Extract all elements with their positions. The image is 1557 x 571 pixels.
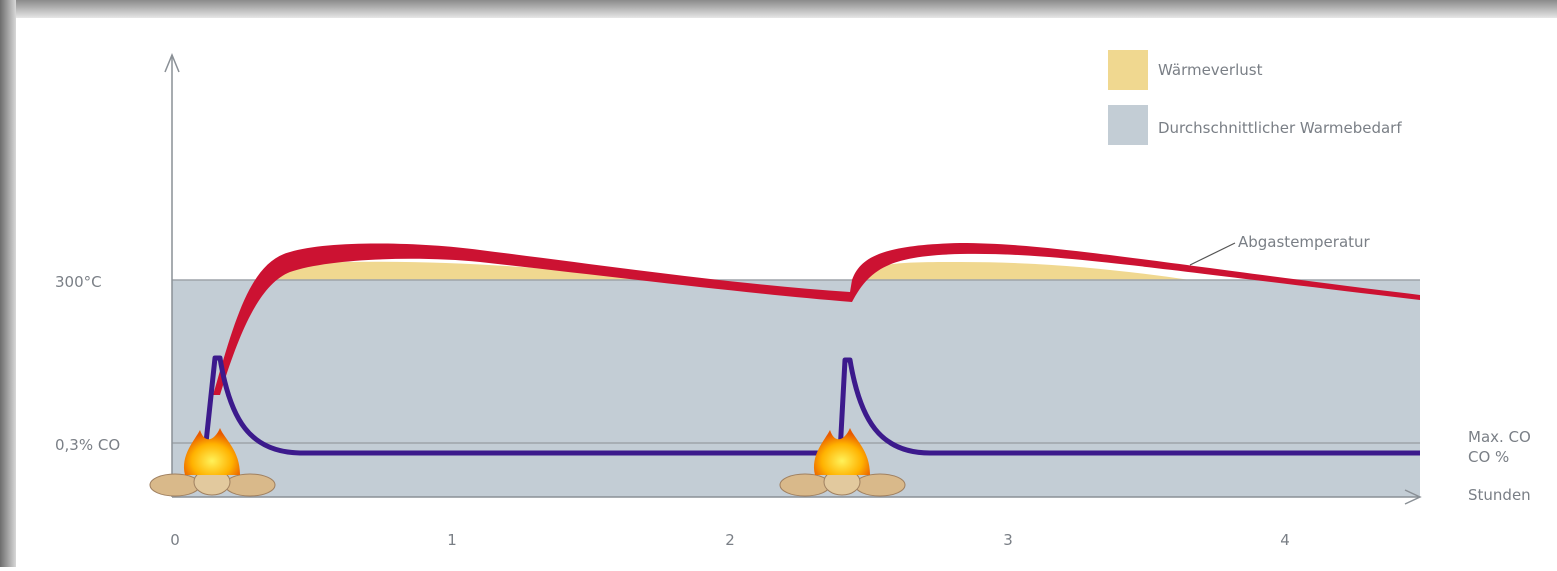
heat-demand-area [172, 280, 1420, 497]
y-label: 0,3% CO [55, 436, 120, 454]
diagram: Wärmeverlust Durchschnittlicher Warmebed… [0, 0, 1557, 567]
annotation: Max. CO [1468, 428, 1531, 446]
annotation: Abgastemperatur [1238, 233, 1371, 251]
frame-left [0, 0, 16, 567]
x-tick-label: 0 [170, 531, 180, 549]
annotation: Stunden [1468, 486, 1531, 504]
frame-top [0, 0, 1557, 18]
x-tick-label: 2 [725, 531, 735, 549]
x-tick-label: 3 [1003, 531, 1013, 549]
legend-swatch [1108, 105, 1148, 145]
legend-label: Wärmeverlust [1158, 61, 1263, 79]
leader-line [1190, 243, 1235, 265]
legend-swatch [1108, 50, 1148, 90]
x-tick-label: 4 [1280, 531, 1290, 549]
annotation: CO % [1468, 448, 1509, 466]
legend-label: Durchschnittlicher Warmebedarf [1158, 119, 1402, 137]
x-tick-label: 1 [447, 531, 457, 549]
page: {"legend": {"items": [{"label": "Wärmeve… [0, 0, 1557, 567]
y-label: 300°C [55, 273, 102, 291]
